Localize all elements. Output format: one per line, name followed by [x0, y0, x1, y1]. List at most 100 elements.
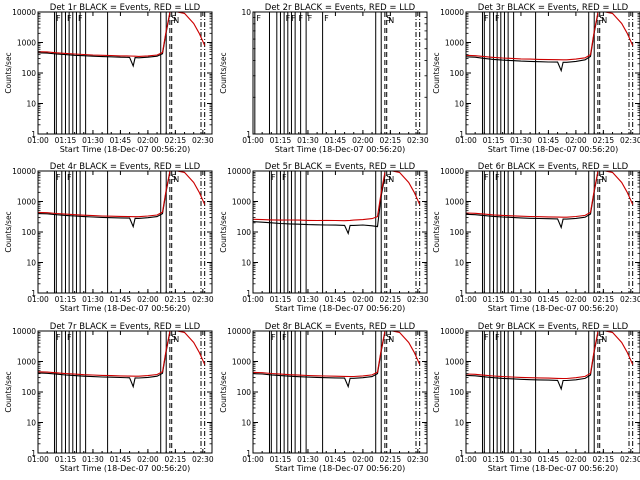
x-axis-label: Start Time (18-Dec-07 00:56:20) — [60, 464, 191, 473]
x-tick-label: 01:30 — [510, 136, 532, 145]
x-tick-label: 01:45 — [325, 295, 347, 304]
marker-label: F — [282, 173, 287, 182]
y-tick-label: 10 — [454, 259, 464, 268]
y-axis-label: Counts/sec — [4, 371, 13, 412]
x-tick-label: 02:30 — [192, 136, 214, 145]
y-tick-label: 1 — [31, 449, 36, 458]
x-tick-label: 01:45 — [110, 455, 132, 464]
x-tick-label: 02:15 — [593, 136, 615, 145]
axes-frame — [465, 330, 640, 454]
x-tick-label: 01:30 — [297, 455, 319, 464]
marker-label: N — [388, 335, 394, 344]
x-tick-label: 01:15 — [483, 295, 505, 304]
panel-title: Det 7r BLACK = Events, RED = LLD — [50, 322, 201, 332]
x-tick-label: 02:15 — [380, 455, 402, 464]
x-tick-label: 01:15 — [270, 136, 292, 145]
x-tick-label: 01:00 — [455, 136, 477, 145]
marker-label: N — [601, 16, 607, 25]
x-tick-label: 01:00 — [27, 295, 49, 304]
marker-label: F — [56, 173, 61, 182]
y-axis-label: Counts/sec — [432, 211, 441, 252]
y-tick-label: 10000 — [12, 327, 36, 336]
x-tick-label: 02:00 — [352, 295, 374, 304]
axes-frame — [37, 170, 213, 294]
x-tick-label: 01:00 — [242, 295, 264, 304]
marker-label: S — [599, 14, 604, 23]
x-tick-label: 02:15 — [380, 295, 402, 304]
panel-title: Det 2r BLACK = Events, RED = LLD — [265, 3, 416, 13]
x-tick-label: 01:30 — [82, 455, 104, 464]
x-tick-label: 01:00 — [455, 295, 477, 304]
x-tick-label: 02:00 — [137, 455, 159, 464]
axes-frame — [465, 11, 640, 135]
axes-frame — [252, 170, 428, 294]
x-tick-label: 01:15 — [55, 455, 77, 464]
plot-area — [38, 171, 206, 293]
detector-panel-9: F F SN Det 9r BLACK = Events, RED = LLD 01:0… — [432, 322, 640, 473]
marker-label: F — [56, 14, 61, 23]
series-events — [253, 332, 386, 389]
marker-label: F — [495, 14, 500, 23]
marker-label: F — [484, 333, 489, 342]
marker-label: N — [601, 335, 607, 344]
y-tick-label: 10 — [454, 100, 464, 109]
x-axis-label: Start Time (18-Dec-07 00:56:20) — [60, 145, 191, 154]
x-tick-label: 01:45 — [110, 295, 132, 304]
marker-label: S — [386, 173, 391, 182]
plot-area — [253, 171, 421, 293]
x-tick-label: 01:30 — [297, 136, 319, 145]
y-tick-label: 10 — [26, 419, 36, 428]
x-axis-label: Start Time (18-Dec-07 00:56:20) — [275, 464, 406, 473]
axes-frame — [252, 11, 428, 135]
panel-title: Det 6r BLACK = Events, RED = LLD — [478, 162, 629, 172]
x-tick-label: 01:15 — [55, 295, 77, 304]
x-tick-label: 02:00 — [137, 136, 159, 145]
y-axis-label: Counts/sec — [219, 371, 228, 412]
plot-area — [466, 331, 634, 453]
panel-title: Det 3r BLACK = Events, RED = LLD — [478, 3, 629, 13]
marker-label: F — [271, 333, 276, 342]
x-tick-label: 01:15 — [55, 136, 77, 145]
axes-frame — [465, 170, 640, 294]
series-lld — [466, 331, 599, 380]
y-tick-label: 100 — [450, 228, 465, 237]
x-tick-label: 01:45 — [538, 136, 560, 145]
x-tick-label: 01:00 — [27, 455, 49, 464]
x-tick-label: 02:00 — [137, 295, 159, 304]
marker-label: N — [173, 175, 179, 184]
series-lld-late — [605, 331, 634, 365]
y-tick-label: 100 — [450, 69, 465, 78]
x-tick-label: 01:00 — [27, 136, 49, 145]
x-tick-label: 02:00 — [565, 455, 587, 464]
series-events — [38, 332, 171, 389]
y-tick-label: 100 — [22, 228, 37, 237]
detector-panel-7: F F SN Det 7r BLACK = Events, RED = LLD 01:0… — [4, 322, 214, 473]
y-tick-label: 1 — [459, 130, 464, 139]
x-tick-label: 02:15 — [165, 295, 187, 304]
y-tick-label: 10000 — [227, 327, 251, 336]
x-tick-label: 01:15 — [483, 455, 505, 464]
series-lld-late — [392, 331, 421, 365]
x-tick-label: 02:00 — [565, 295, 587, 304]
x-tick-label: 01:00 — [242, 455, 264, 464]
marker-label: S — [171, 14, 176, 23]
series-lld-late — [605, 12, 634, 46]
y-tick-label: 10 — [26, 259, 36, 268]
series-events — [253, 175, 386, 236]
series-lld — [466, 171, 599, 218]
axes-frame — [37, 330, 213, 454]
series-lld — [38, 12, 171, 57]
y-tick-label: 10000 — [440, 327, 464, 336]
marker-label: S — [386, 14, 391, 23]
detector-panel-3: F F SN Det 3r BLACK = Events, RED = LLD 01:0… — [432, 3, 640, 154]
series-events — [466, 172, 599, 230]
y-axis-label: Counts/sec — [219, 52, 228, 93]
y-tick-label: 10000 — [440, 167, 464, 176]
x-axis-label: Start Time (18-Dec-07 00:56:20) — [488, 464, 619, 473]
y-axis-label: Counts/sec — [432, 52, 441, 93]
marker-label: F — [298, 14, 303, 23]
x-tick-label: 02:30 — [192, 455, 214, 464]
